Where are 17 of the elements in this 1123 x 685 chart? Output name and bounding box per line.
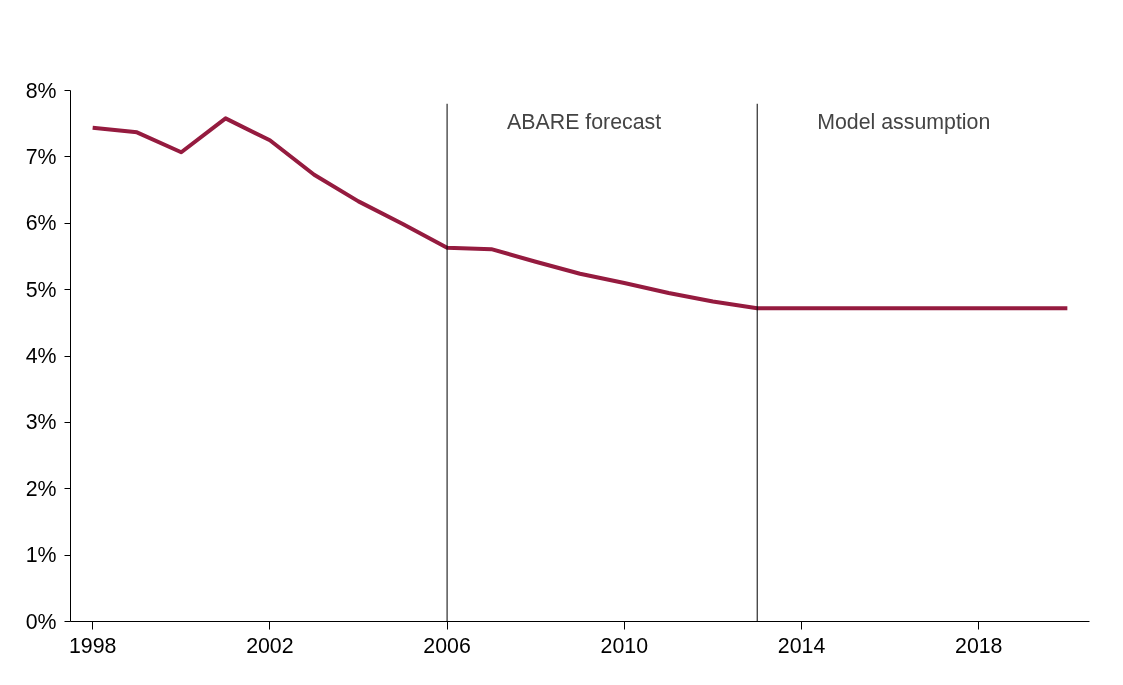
y-tick-label: 4% [25,344,57,368]
y-tick-label: 5% [25,277,57,302]
ref-line-label: ABARE forecast [507,110,662,135]
y-tick-label: 7% [25,144,57,169]
x-tick-label: 2014 [777,633,826,658]
x-tick-label: 1998 [68,633,117,658]
y-tick-label: 6% [25,211,57,236]
x-tick-label: 2006 [423,633,471,658]
x-tick-label: 2010 [600,633,649,658]
y-tick-label: 2% [25,476,57,501]
ref-line-label: Model assumption [817,110,991,135]
x-tick-label: 2018 [955,633,1003,658]
y-tick-label: 8% [25,78,57,103]
y-tick-label: 3% [25,410,57,435]
y-tick-label: 1% [25,543,57,568]
x-tick-label: 2002 [246,633,294,658]
y-tick-label: 0% [25,609,57,634]
